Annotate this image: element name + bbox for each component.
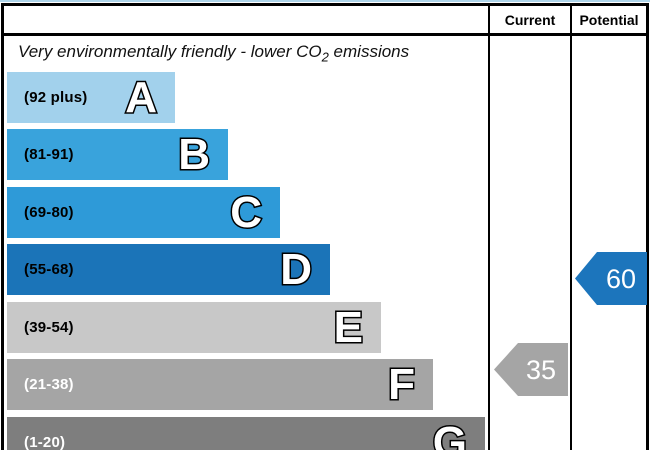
band-f: (21-38) F bbox=[7, 359, 433, 411]
band-c: (69-80) C bbox=[7, 187, 280, 239]
band-c-letter: C bbox=[229, 187, 264, 239]
band-e-range-label: (39-54) bbox=[24, 319, 74, 336]
band-g-letter: G bbox=[431, 417, 468, 450]
current-column-divider bbox=[488, 3, 490, 450]
header-separator-line bbox=[1, 33, 649, 36]
band-b-range-label: (81-91) bbox=[24, 146, 74, 163]
band-a: (92 plus) A bbox=[7, 72, 175, 124]
band-f-letter: F bbox=[387, 359, 417, 411]
current-rating-value: 35 bbox=[526, 355, 556, 385]
band-g: (1-20) G bbox=[7, 417, 485, 450]
band-d: (55-68) D bbox=[7, 244, 330, 296]
title-text: Very environmentally friendly - lower CO bbox=[18, 42, 322, 61]
potential-column-divider bbox=[570, 3, 572, 450]
frame-top-border bbox=[1, 3, 649, 6]
band-b: (81-91) B bbox=[7, 129, 228, 181]
band-d-letter: D bbox=[279, 244, 314, 296]
top-edge-sliver bbox=[0, 0, 650, 2]
frame-right-border bbox=[646, 3, 649, 450]
band-a-range-label: (92 plus) bbox=[24, 89, 88, 106]
band-a-letter: A bbox=[124, 72, 159, 124]
band-f-range-label: (21-38) bbox=[24, 376, 74, 393]
band-e: (39-54) E bbox=[7, 302, 381, 354]
current-arrow-shape bbox=[494, 343, 568, 396]
band-d-range-label: (55-68) bbox=[24, 261, 74, 278]
band-e-letter: E bbox=[332, 302, 364, 354]
potential-rating-marker: 60 bbox=[575, 252, 647, 305]
frame-left-border bbox=[1, 3, 4, 450]
chart-title: Very environmentally friendly - lower CO… bbox=[18, 42, 410, 65]
band-g-range-label: (1-20) bbox=[24, 434, 66, 450]
potential-arrow-shape bbox=[575, 252, 647, 305]
title-suffix: emissions bbox=[328, 42, 410, 61]
band-c-range-label: (69-80) bbox=[24, 204, 74, 221]
current-rating-marker: 35 bbox=[494, 343, 568, 396]
title-subscript: 2 bbox=[321, 49, 329, 65]
potential-column-header: Potential bbox=[579, 11, 639, 28]
band-b-letter: B bbox=[177, 129, 212, 181]
current-column-header: Current bbox=[504, 11, 556, 28]
potential-rating-value: 60 bbox=[606, 264, 636, 294]
